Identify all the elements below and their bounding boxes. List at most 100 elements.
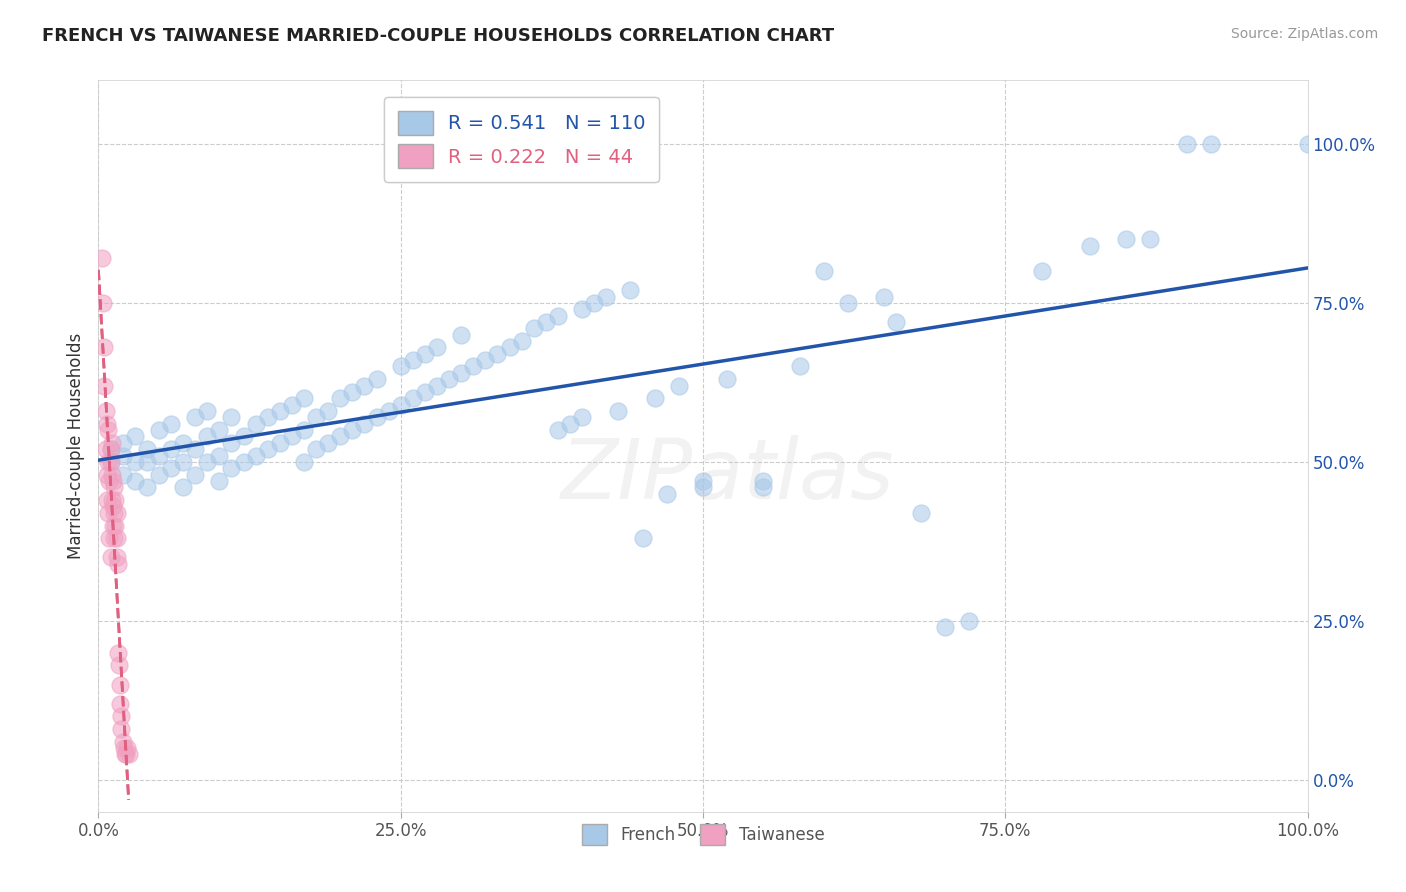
Point <box>172 435 194 450</box>
Point <box>221 435 243 450</box>
Point <box>111 449 134 463</box>
Point <box>105 531 128 545</box>
Point <box>789 359 811 374</box>
Point <box>160 442 183 457</box>
Legend: French, Taiwanese: French, Taiwanese <box>572 814 834 855</box>
Point <box>184 467 207 482</box>
Point <box>100 455 122 469</box>
Point <box>221 461 243 475</box>
Point <box>595 289 617 303</box>
Point <box>98 474 121 488</box>
Point <box>97 455 120 469</box>
Point <box>353 417 375 431</box>
Point <box>111 435 134 450</box>
Point <box>716 372 738 386</box>
Point <box>607 404 630 418</box>
Point <box>104 493 127 508</box>
Point <box>195 429 218 443</box>
Point <box>111 467 134 482</box>
Point <box>813 264 835 278</box>
Point <box>232 455 254 469</box>
Point <box>100 435 122 450</box>
Point <box>114 747 136 762</box>
Point <box>104 518 127 533</box>
Point <box>752 480 775 494</box>
Point <box>93 340 115 354</box>
Point <box>118 747 141 762</box>
Point <box>245 417 267 431</box>
Point <box>910 506 932 520</box>
Point <box>292 455 315 469</box>
Point <box>101 474 124 488</box>
Point <box>547 309 569 323</box>
Point <box>135 480 157 494</box>
Point <box>208 474 231 488</box>
Y-axis label: Married-couple Households: Married-couple Households <box>66 333 84 559</box>
Point <box>389 398 412 412</box>
Point <box>292 392 315 406</box>
Point <box>886 315 908 329</box>
Text: FRENCH VS TAIWANESE MARRIED-COUPLE HOUSEHOLDS CORRELATION CHART: FRENCH VS TAIWANESE MARRIED-COUPLE HOUSE… <box>42 27 834 45</box>
Point <box>413 347 436 361</box>
Text: Source: ZipAtlas.com: Source: ZipAtlas.com <box>1230 27 1378 41</box>
Point <box>281 398 304 412</box>
Point <box>342 384 364 399</box>
Point <box>353 378 375 392</box>
Point <box>1139 232 1161 246</box>
Point <box>96 493 118 508</box>
Point <box>426 340 449 354</box>
Point <box>571 302 593 317</box>
Point <box>377 404 399 418</box>
Point <box>172 455 194 469</box>
Point <box>498 340 520 354</box>
Point <box>631 531 654 545</box>
Point <box>292 423 315 437</box>
Point <box>305 442 328 457</box>
Point <box>366 410 388 425</box>
Point <box>108 697 131 711</box>
Point <box>93 378 115 392</box>
Point <box>148 449 170 463</box>
Point <box>96 417 118 431</box>
Point <box>110 709 132 723</box>
Point <box>583 296 606 310</box>
Point <box>547 423 569 437</box>
Point <box>105 550 128 565</box>
Point <box>160 417 183 431</box>
Point <box>195 404 218 418</box>
Point <box>124 474 146 488</box>
Point <box>98 531 121 545</box>
Point <box>94 442 117 457</box>
Point <box>316 404 339 418</box>
Point <box>112 741 135 756</box>
Point <box>534 315 557 329</box>
Point <box>148 423 170 437</box>
Point <box>100 442 122 457</box>
Point <box>103 506 125 520</box>
Point <box>668 378 690 392</box>
Point <box>342 423 364 437</box>
Point <box>208 423 231 437</box>
Point <box>184 442 207 457</box>
Point <box>135 442 157 457</box>
Point <box>101 500 124 514</box>
Point <box>1078 238 1101 252</box>
Point <box>91 296 114 310</box>
Point <box>97 506 120 520</box>
Point <box>426 378 449 392</box>
Point <box>329 392 352 406</box>
Point <box>1296 136 1319 151</box>
Point <box>402 353 425 368</box>
Point <box>107 646 129 660</box>
Point <box>486 347 509 361</box>
Point <box>619 283 641 297</box>
Point <box>957 614 980 628</box>
Point <box>117 741 139 756</box>
Point <box>644 392 666 406</box>
Point <box>100 467 122 482</box>
Point <box>402 392 425 406</box>
Point <box>474 353 496 368</box>
Point <box>103 480 125 494</box>
Point <box>571 410 593 425</box>
Point <box>752 474 775 488</box>
